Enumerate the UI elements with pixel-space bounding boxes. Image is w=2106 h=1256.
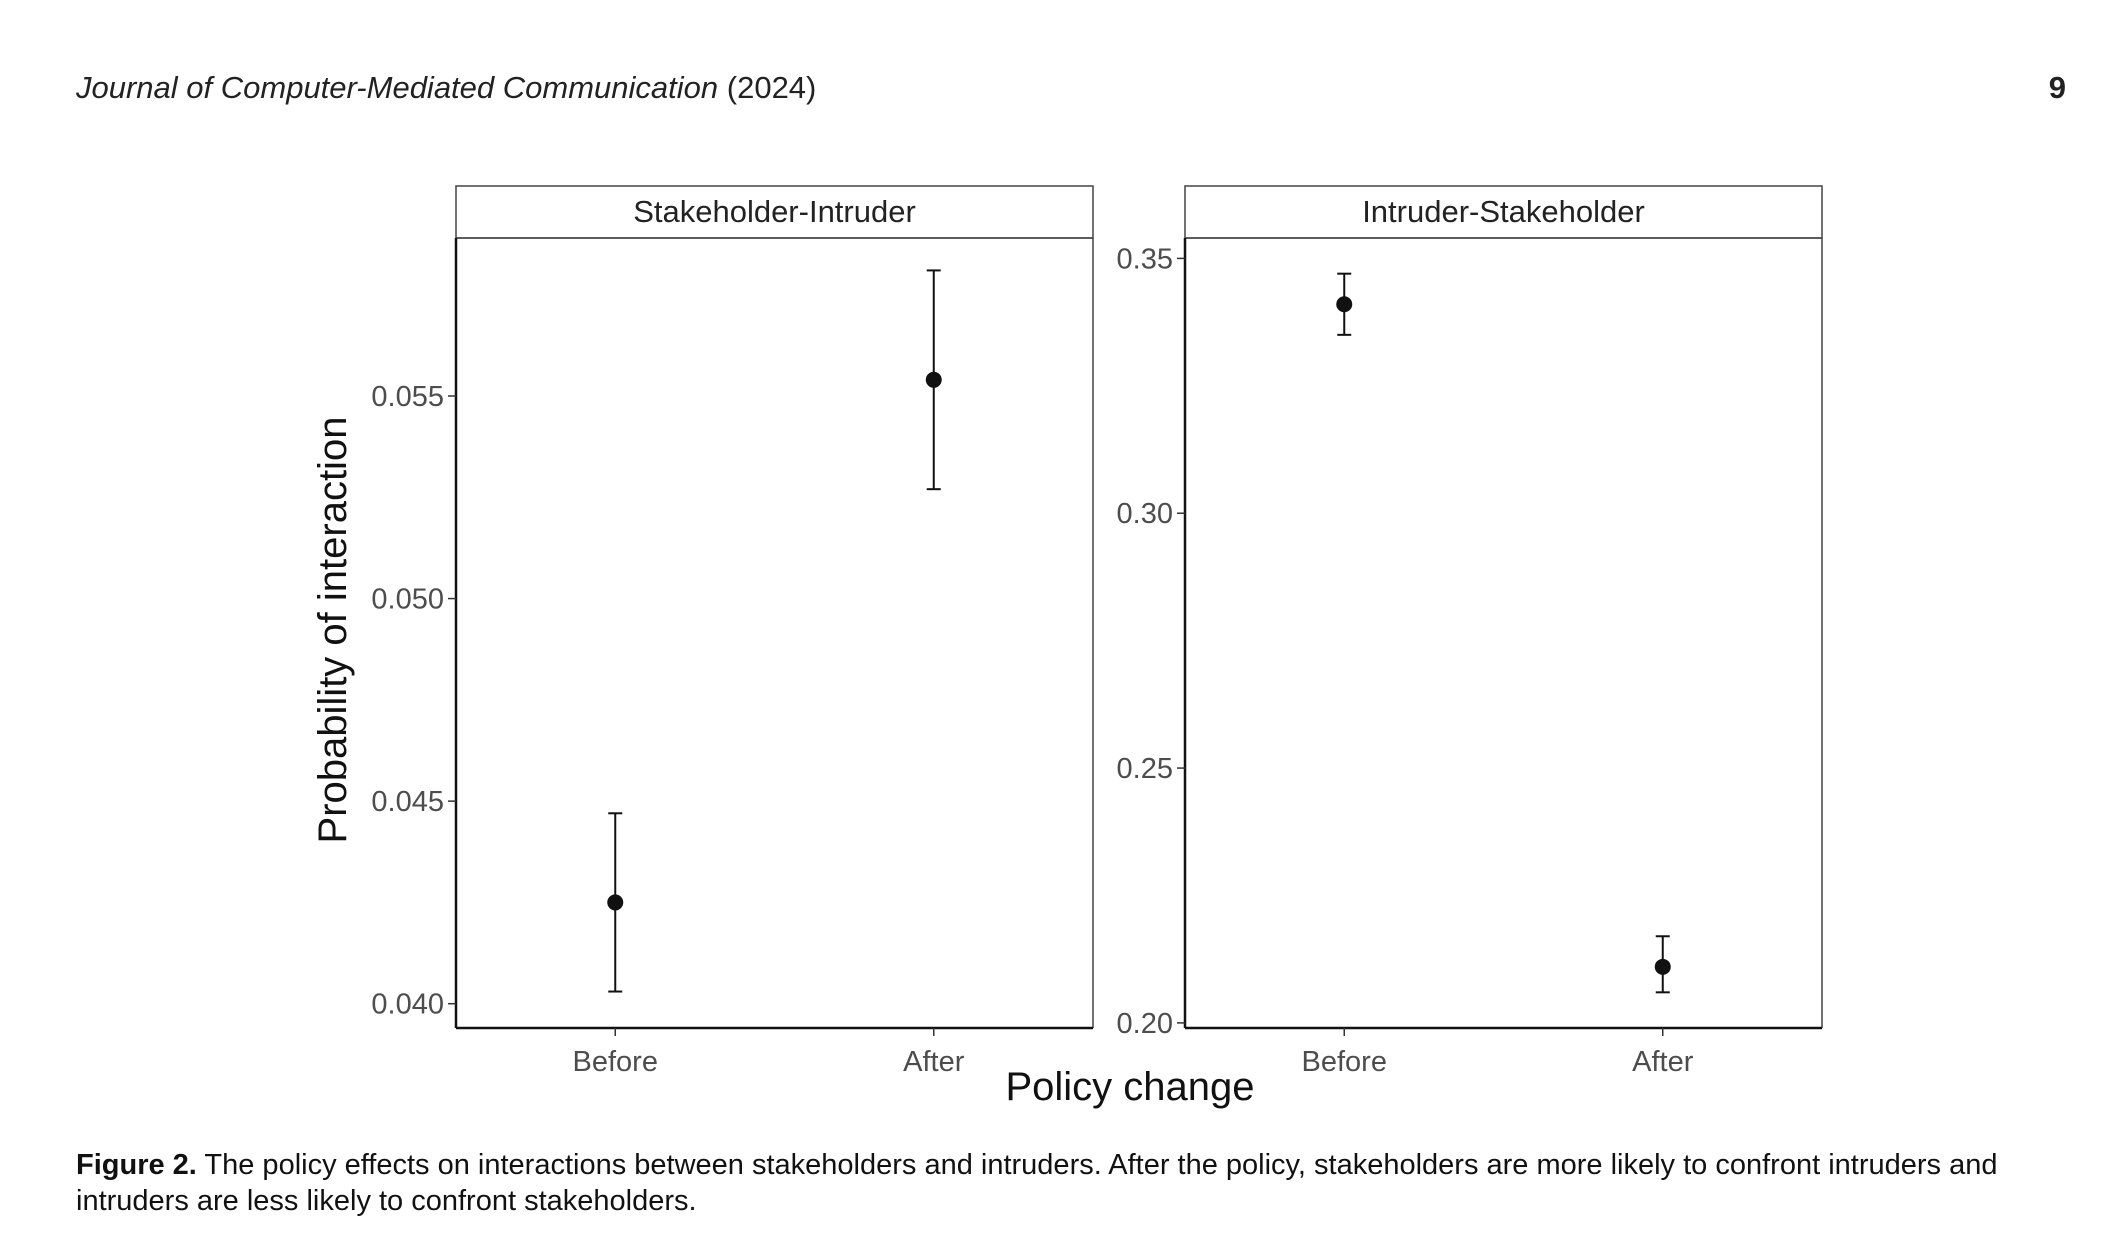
panel-title: Stakeholder-Intruder	[633, 194, 916, 229]
chart-panels: Stakeholder-Intruder 0.040 0.045 0.050 0.055…	[371, 185, 1823, 1078]
y-tick-label: 0.040	[371, 989, 444, 1021]
y-tick-label: 0.20	[1117, 1008, 1173, 1040]
data-point	[1336, 296, 1353, 313]
data-point	[1654, 958, 1671, 975]
y-tick-label: 0.30	[1117, 498, 1173, 530]
figure-label: Figure 2.	[76, 1149, 197, 1181]
y-tick-label: 0.050	[371, 584, 444, 616]
y-axis-label: Probability of interaction	[311, 417, 355, 844]
data-point	[607, 894, 624, 911]
x-tick-label: Before	[573, 1046, 658, 1078]
running-head: Journal of Computer-Mediated Communicati…	[76, 70, 816, 106]
x-tick-label: Before	[1302, 1046, 1387, 1078]
y-tick-label: 0.045	[371, 786, 444, 818]
y-tick-label: 0.35	[1117, 243, 1173, 275]
chart-panel-1: Stakeholder-Intruder 0.040 0.045 0.050 0.055…	[371, 185, 1094, 1078]
y-tick-label: 0.055	[371, 381, 444, 413]
panel-strip	[1184, 185, 1823, 239]
journal-title: Journal of Computer-Mediated Communicati…	[76, 70, 719, 105]
x-tick-label: After	[1632, 1046, 1694, 1078]
chart-panel-2: Intruder-Stakeholder 0.20 0.25 0.30 0.35 Befo…	[1117, 185, 1823, 1078]
figure-caption: Figure 2. The policy effects on interact…	[76, 1147, 2036, 1219]
panel-strip	[455, 185, 1094, 239]
y-tick-label: 0.25	[1117, 753, 1173, 785]
x-axis-label: Policy change	[1005, 1065, 1254, 1109]
caption-text: The policy effects on interactions betwe…	[76, 1149, 1998, 1217]
x-tick-label: After	[903, 1046, 965, 1078]
page-number: 9	[2048, 70, 2066, 105]
publication-year: (2024)	[726, 70, 817, 105]
panel-title: Intruder-Stakeholder	[1362, 194, 1645, 229]
data-point	[925, 371, 942, 388]
